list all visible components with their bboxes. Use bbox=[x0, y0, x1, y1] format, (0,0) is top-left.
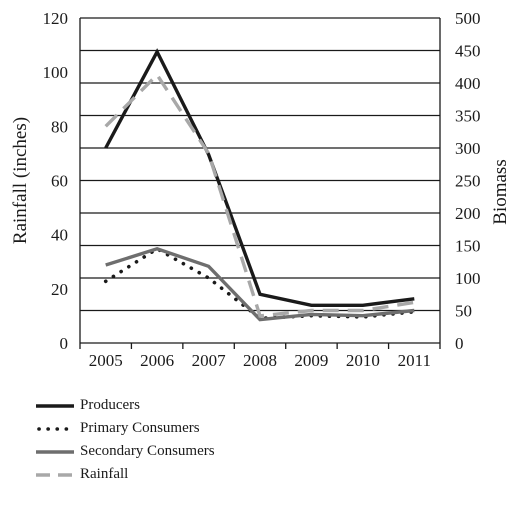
x-tick-label-2010: 2010 bbox=[346, 351, 380, 370]
y2-tick-label-500: 500 bbox=[455, 9, 481, 28]
legend-swatch-secondary-consumers bbox=[36, 449, 74, 454]
y2-tick-label-350: 350 bbox=[455, 107, 481, 126]
y-tick-label-40: 40 bbox=[51, 226, 68, 245]
y2-tick-label-100: 100 bbox=[455, 269, 481, 288]
series-line-producers bbox=[104, 48, 415, 307]
y2-tick-label-150: 150 bbox=[455, 237, 481, 256]
y2-tick-label-400: 400 bbox=[455, 74, 481, 93]
x-tick-label-2011: 2011 bbox=[398, 351, 431, 370]
legend-label-rainfall: Rainfall bbox=[80, 466, 129, 482]
y2-tick-label-0: 0 bbox=[455, 334, 464, 353]
legend-label-primary-consumers: Primary Consumers bbox=[80, 420, 200, 436]
x-tick-label-2009: 2009 bbox=[294, 351, 328, 370]
y2-axis-title: Biomass bbox=[490, 159, 511, 224]
y-tick-label-80: 80 bbox=[51, 117, 68, 136]
series-line-primary-consumers bbox=[103, 246, 417, 321]
x-tick-label-2008: 2008 bbox=[243, 351, 277, 370]
y2-tick-label-200: 200 bbox=[455, 204, 481, 223]
legend-swatch-rainfall bbox=[36, 472, 74, 477]
x-tick-label-2007: 2007 bbox=[192, 351, 227, 370]
x-tick-label-2006: 2006 bbox=[140, 351, 174, 370]
legend: Producers Primary Consumers Secondary Cons… bbox=[36, 394, 215, 486]
legend-item-secondary-consumers: Secondary Consumers bbox=[36, 440, 215, 463]
legend-label-producers: Producers bbox=[80, 397, 140, 413]
legend-item-producers: Producers bbox=[36, 394, 215, 417]
series-line-rainfall bbox=[104, 72, 415, 318]
y-tick-label-20: 20 bbox=[51, 280, 68, 299]
y-tick-label-100: 100 bbox=[43, 63, 69, 82]
x-tick-label-2005: 2005 bbox=[89, 351, 123, 370]
series-line-secondary-consumers bbox=[105, 247, 415, 322]
legend-item-primary-consumers: Primary Consumers bbox=[36, 417, 215, 440]
y-axis-title: Rainfall (inches) bbox=[10, 117, 31, 244]
y-tick-label-60: 60 bbox=[51, 172, 68, 191]
legend-label-secondary-consumers: Secondary Consumers bbox=[80, 443, 215, 459]
legend-swatch-primary-consumers bbox=[37, 426, 74, 431]
y2-tick-label-450: 450 bbox=[455, 42, 481, 61]
legend-swatch-producers bbox=[36, 403, 74, 408]
y2-tick-label-250: 250 bbox=[455, 172, 481, 191]
y-tick-label-0: 0 bbox=[60, 334, 69, 353]
y2-tick-label-50: 50 bbox=[455, 302, 472, 321]
line-chart: 2005 2006 2007 2008 2009 2010 2011 0 20 40 60 80 100… bbox=[10, 9, 511, 370]
legend-item-rainfall: Rainfall bbox=[36, 463, 215, 486]
y2-tick-label-300: 300 bbox=[455, 139, 481, 158]
y-tick-label-120: 120 bbox=[43, 9, 69, 28]
